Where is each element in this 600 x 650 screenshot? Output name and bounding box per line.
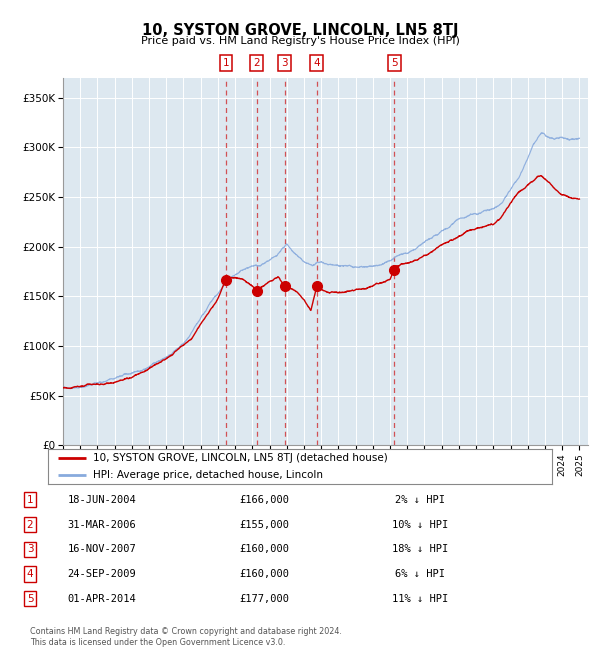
- Text: HPI: Average price, detached house, Lincoln: HPI: Average price, detached house, Linc…: [94, 469, 323, 480]
- Text: 4: 4: [313, 58, 320, 68]
- Text: 6% ↓ HPI: 6% ↓ HPI: [395, 569, 445, 579]
- Text: 11% ↓ HPI: 11% ↓ HPI: [392, 593, 448, 604]
- Text: 2% ↓ HPI: 2% ↓ HPI: [395, 495, 445, 505]
- Text: 18-JUN-2004: 18-JUN-2004: [68, 495, 136, 505]
- Text: 31-MAR-2006: 31-MAR-2006: [68, 519, 136, 530]
- Text: 10, SYSTON GROVE, LINCOLN, LN5 8TJ (detached house): 10, SYSTON GROVE, LINCOLN, LN5 8TJ (deta…: [94, 453, 388, 463]
- Text: 2: 2: [26, 519, 34, 530]
- Text: Price paid vs. HM Land Registry's House Price Index (HPI): Price paid vs. HM Land Registry's House …: [140, 36, 460, 46]
- Text: 2: 2: [253, 58, 260, 68]
- Text: 5: 5: [391, 58, 398, 68]
- Text: 3: 3: [281, 58, 288, 68]
- Text: 24-SEP-2009: 24-SEP-2009: [68, 569, 136, 579]
- Text: 01-APR-2014: 01-APR-2014: [68, 593, 136, 604]
- Text: £155,000: £155,000: [239, 519, 289, 530]
- Text: 16-NOV-2007: 16-NOV-2007: [68, 544, 136, 554]
- Text: 1: 1: [223, 58, 229, 68]
- Text: 18% ↓ HPI: 18% ↓ HPI: [392, 544, 448, 554]
- Text: 10, SYSTON GROVE, LINCOLN, LN5 8TJ: 10, SYSTON GROVE, LINCOLN, LN5 8TJ: [142, 23, 458, 38]
- Text: £177,000: £177,000: [239, 593, 289, 604]
- Text: 10% ↓ HPI: 10% ↓ HPI: [392, 519, 448, 530]
- Text: 5: 5: [26, 593, 34, 604]
- Text: £166,000: £166,000: [239, 495, 289, 505]
- Text: 1: 1: [26, 495, 34, 505]
- Text: 3: 3: [26, 544, 34, 554]
- Text: £160,000: £160,000: [239, 544, 289, 554]
- Text: 4: 4: [26, 569, 34, 579]
- Text: Contains HM Land Registry data © Crown copyright and database right 2024.
This d: Contains HM Land Registry data © Crown c…: [30, 627, 342, 647]
- Text: £160,000: £160,000: [239, 569, 289, 579]
